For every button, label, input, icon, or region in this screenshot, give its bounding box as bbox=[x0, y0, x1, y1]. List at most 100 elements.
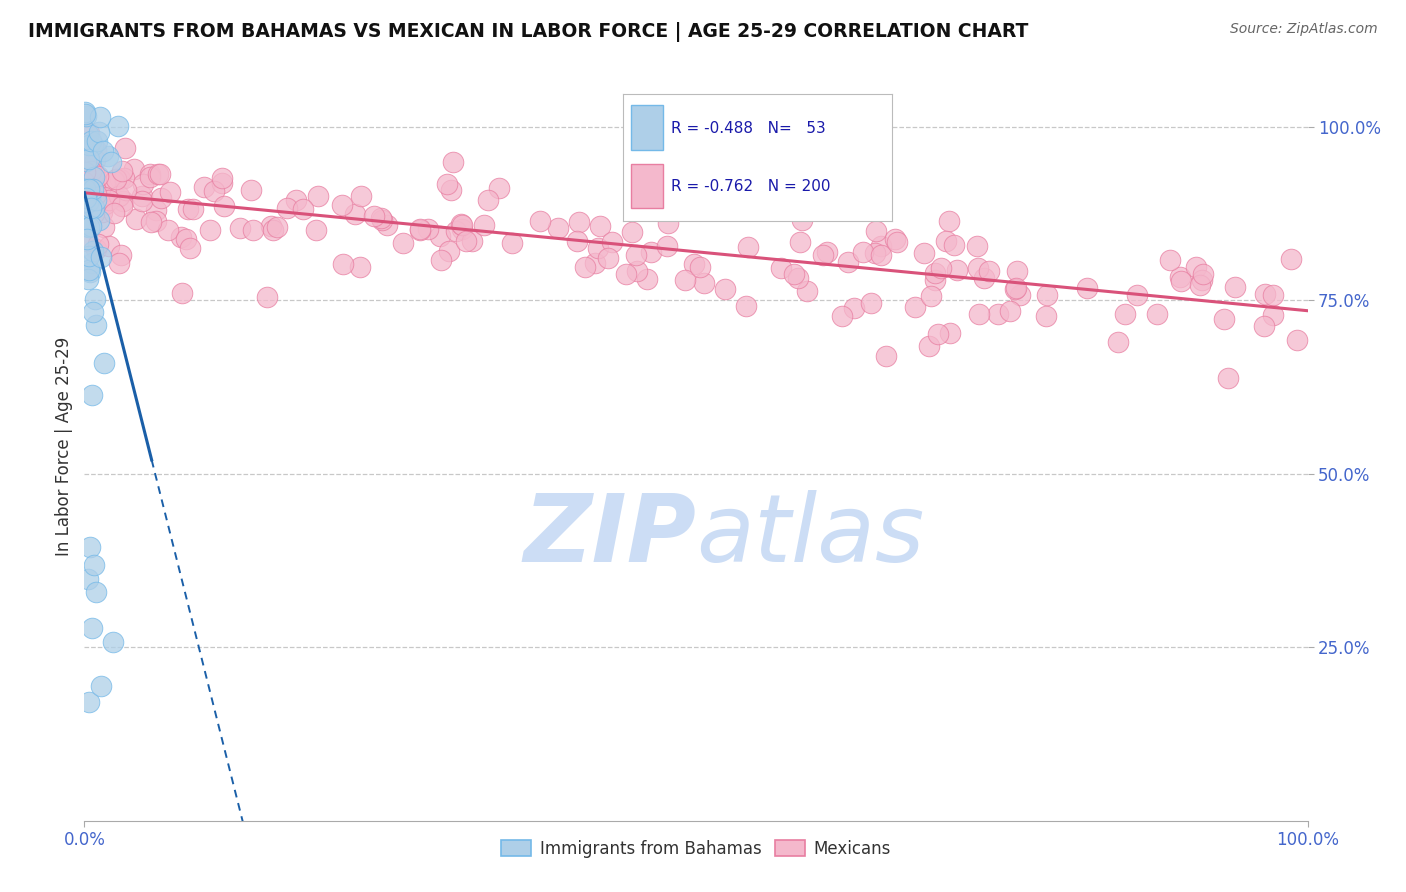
Point bbox=[86, 169, 108, 183]
Point bbox=[83, 182, 105, 196]
Point bbox=[93, 190, 115, 204]
Point bbox=[1107, 334, 1129, 349]
Point bbox=[920, 289, 942, 303]
Legend: Immigrants from Bahamas, Mexicans: Immigrants from Bahamas, Mexicans bbox=[495, 833, 897, 864]
Point bbox=[884, 232, 907, 246]
Point bbox=[86, 134, 108, 148]
Point bbox=[103, 174, 125, 188]
Text: ZIP: ZIP bbox=[523, 490, 696, 582]
Point bbox=[256, 290, 278, 304]
Point bbox=[938, 214, 960, 228]
Point bbox=[875, 349, 897, 363]
Point bbox=[179, 241, 201, 255]
Point bbox=[842, 301, 865, 315]
Point bbox=[131, 188, 153, 202]
Point bbox=[76, 234, 98, 248]
Point bbox=[87, 189, 110, 203]
Point bbox=[82, 182, 104, 196]
Point bbox=[111, 198, 134, 212]
Point bbox=[73, 105, 96, 120]
Point bbox=[97, 193, 120, 207]
Point bbox=[429, 228, 451, 243]
Point bbox=[84, 318, 107, 332]
Point bbox=[600, 235, 623, 249]
Point bbox=[82, 388, 104, 402]
Point bbox=[869, 248, 891, 262]
Point bbox=[640, 245, 662, 260]
Point bbox=[865, 245, 887, 260]
Point bbox=[260, 219, 283, 234]
Point bbox=[946, 263, 969, 277]
Point bbox=[111, 164, 134, 178]
Point bbox=[145, 202, 167, 217]
Point bbox=[831, 309, 853, 323]
Point bbox=[77, 263, 100, 277]
Point bbox=[73, 176, 96, 190]
Point bbox=[693, 277, 716, 291]
Point bbox=[436, 177, 458, 191]
Point bbox=[97, 149, 120, 163]
Point bbox=[93, 219, 115, 234]
Point bbox=[973, 271, 995, 285]
Point bbox=[110, 248, 132, 262]
Point bbox=[183, 202, 205, 217]
Point bbox=[1005, 281, 1028, 295]
Point bbox=[73, 165, 96, 179]
Point bbox=[837, 255, 859, 269]
Point bbox=[811, 247, 834, 261]
Point bbox=[77, 695, 100, 709]
Point bbox=[87, 125, 110, 139]
Point bbox=[73, 219, 96, 233]
Point bbox=[90, 250, 112, 264]
Point bbox=[103, 206, 125, 220]
Point bbox=[332, 257, 354, 271]
Point bbox=[115, 184, 138, 198]
Point bbox=[149, 167, 172, 181]
Point bbox=[1035, 287, 1057, 301]
Point bbox=[108, 172, 131, 186]
Point bbox=[574, 260, 596, 274]
Point bbox=[91, 144, 114, 158]
Point bbox=[211, 176, 233, 190]
Point bbox=[1254, 286, 1277, 301]
Point bbox=[967, 307, 990, 321]
Point bbox=[796, 284, 818, 298]
Point bbox=[912, 246, 935, 260]
Point bbox=[614, 267, 637, 281]
Point bbox=[713, 282, 735, 296]
Point bbox=[1114, 307, 1136, 321]
Point bbox=[112, 171, 135, 186]
Point bbox=[77, 127, 100, 141]
Point bbox=[82, 137, 104, 152]
Point bbox=[330, 197, 353, 211]
Point bbox=[1213, 312, 1236, 326]
Point bbox=[77, 181, 100, 195]
Point bbox=[409, 222, 432, 236]
Point bbox=[79, 154, 101, 169]
Point bbox=[75, 188, 97, 202]
Point bbox=[84, 193, 107, 207]
Point bbox=[1008, 288, 1031, 302]
Point bbox=[145, 214, 167, 228]
Point bbox=[588, 241, 610, 255]
Point bbox=[79, 126, 101, 140]
Point bbox=[82, 244, 104, 258]
Point bbox=[90, 679, 112, 693]
Point bbox=[620, 225, 643, 239]
Point bbox=[1170, 274, 1192, 288]
Point bbox=[1189, 278, 1212, 293]
Point bbox=[229, 221, 252, 235]
Point bbox=[440, 183, 463, 197]
Point bbox=[751, 200, 773, 214]
Point bbox=[84, 153, 107, 168]
Point bbox=[418, 221, 440, 235]
Point bbox=[1261, 288, 1284, 302]
Point bbox=[93, 175, 115, 189]
Point bbox=[107, 119, 129, 133]
Point bbox=[122, 161, 145, 176]
Point bbox=[80, 164, 103, 178]
Point bbox=[430, 253, 453, 268]
Point bbox=[149, 191, 172, 205]
Point bbox=[174, 232, 197, 246]
Point bbox=[79, 265, 101, 279]
